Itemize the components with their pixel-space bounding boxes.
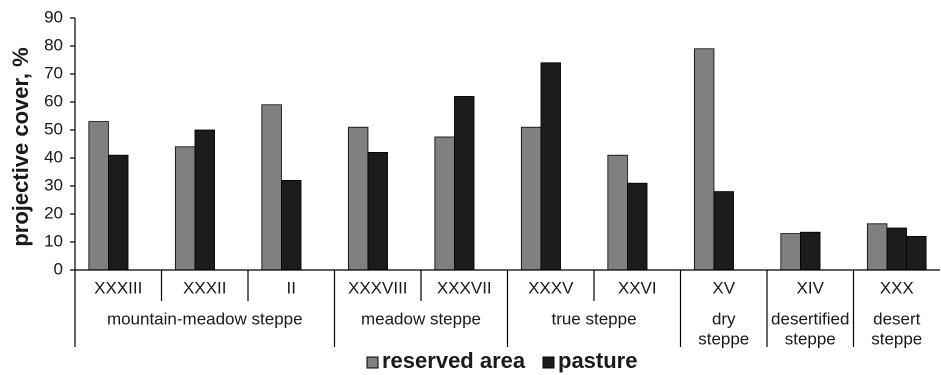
- legend: reserved area pasture: [366, 348, 637, 373]
- bars: [88, 48, 927, 271]
- bar-reserved-area-xv: [693, 48, 715, 271]
- group-label: desertified: [771, 309, 849, 328]
- bar-pasture-xxxiii: [108, 154, 129, 271]
- legend-swatch-pasture: [542, 356, 555, 369]
- y-tick-label: 40: [44, 147, 63, 166]
- legend-item-reserved-area: reserved area: [366, 348, 526, 373]
- bar-pasture-xxxvii: [454, 96, 475, 271]
- bar-reserved-area-xiv: [780, 233, 801, 271]
- y-axis: 0 10 20 30 40 50 60 70 80 90: [44, 7, 76, 278]
- legend-label: pasture: [558, 348, 637, 373]
- bar-reserved-area-xxxviii: [347, 126, 369, 271]
- legend-swatch-reserved-area: [366, 356, 379, 369]
- y-tick-label: 90: [44, 7, 63, 26]
- bar-pasture-xiv: [800, 231, 821, 271]
- bar-reserved-area-xxxii: [174, 146, 196, 271]
- y-tick-label: 60: [44, 91, 63, 110]
- group-label: steppe: [698, 329, 749, 348]
- y-tick-label: 50: [44, 119, 63, 138]
- bar-pasture-xxxii: [194, 129, 215, 271]
- x-category-label: II: [287, 278, 296, 297]
- y-tick-label: 20: [44, 203, 63, 222]
- bar-pasture-xxxv: [540, 62, 561, 271]
- group-label: mountain-meadow steppe: [107, 309, 303, 328]
- group-label: steppe: [871, 329, 922, 348]
- bar-reserved-area-ii: [261, 104, 282, 271]
- y-tick-label: 10: [44, 231, 63, 250]
- x-category-label: XV: [712, 278, 735, 297]
- bar-pasture-xxxviii: [367, 151, 388, 271]
- x-category-label: XXXV: [528, 278, 574, 297]
- y-tick-label: 30: [44, 175, 63, 194]
- bar-pasture-xxvi: [627, 182, 648, 271]
- x-category-label: XXXIII: [94, 278, 142, 297]
- x-category-label: XXXII: [183, 278, 226, 297]
- legend-item-pasture: pasture: [542, 348, 637, 373]
- legend-label: reserved area: [382, 348, 526, 373]
- bar-pasture-ii: [281, 179, 302, 271]
- y-tick-label: 70: [44, 63, 63, 82]
- bar-pasture-xxx: [886, 227, 907, 271]
- x-category-label: XXX: [880, 278, 914, 297]
- x-category-label: XIV: [797, 278, 825, 297]
- group-label: dry: [712, 309, 736, 328]
- group-label: meadow steppe: [361, 309, 481, 328]
- bar-reserved-area-xxvi: [607, 154, 628, 271]
- group-label: desert: [873, 309, 921, 328]
- x-axis: mountain-meadow steppe meadow steppe true …: [74, 269, 940, 348]
- x-category-label: XXXVII: [437, 278, 492, 297]
- y-axis-title: projective cover, %: [8, 47, 33, 246]
- bar-reserved-area-xxxv: [520, 126, 542, 271]
- group-label: steppe: [785, 329, 836, 348]
- bar-reserved-area-xxxvii: [434, 136, 455, 271]
- bar-series-3-xxx: [906, 235, 927, 271]
- x-category-label: XXVI: [618, 278, 657, 297]
- y-tick-label: 0: [54, 259, 63, 278]
- group-label: true steppe: [551, 309, 636, 328]
- y-tick-label: 80: [44, 35, 63, 54]
- bar-pasture-xv: [713, 191, 734, 271]
- bar-reserved-area-xxxiii: [88, 121, 109, 271]
- bar-reserved-area-xxx: [866, 223, 888, 271]
- x-category-label: XXXVIII: [348, 278, 408, 297]
